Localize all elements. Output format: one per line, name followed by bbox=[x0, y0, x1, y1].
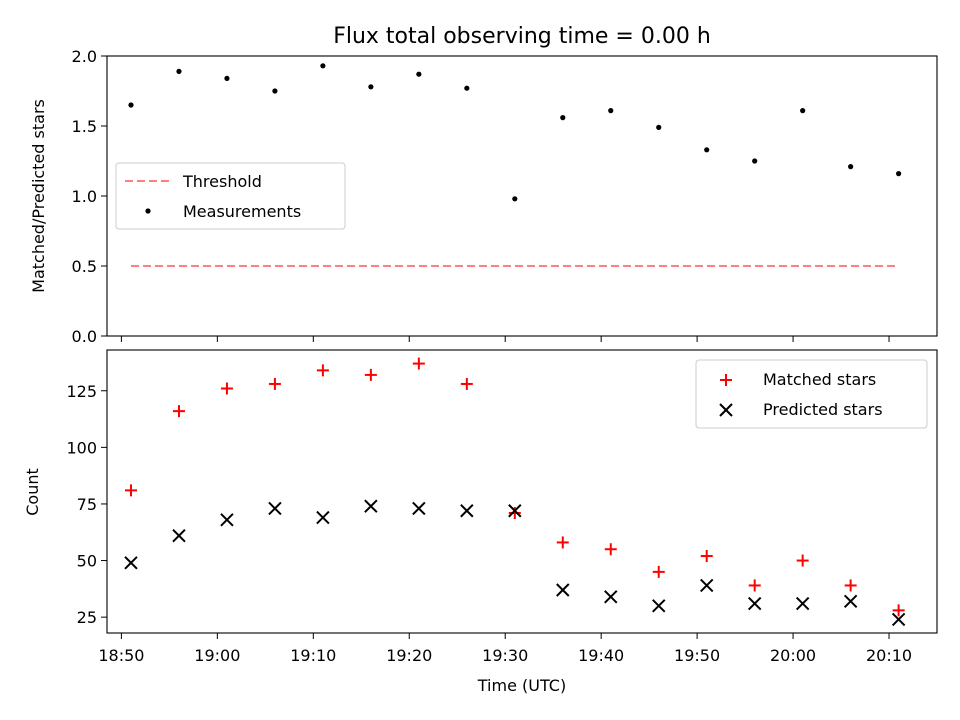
count-legend: Matched stars Predicted stars bbox=[695, 359, 928, 429]
measurement-point bbox=[752, 158, 758, 164]
ratio-panel: Matched/Predicted stars 0.00.51.01.52.0 … bbox=[29, 47, 938, 346]
measurement-points bbox=[128, 63, 902, 202]
count-x-tick-label: 19:40 bbox=[578, 646, 624, 665]
ratio-y-tick-label: 1.5 bbox=[72, 117, 97, 136]
measurement-point bbox=[656, 124, 662, 130]
predicted-star-point bbox=[412, 501, 426, 516]
matched-star-point bbox=[844, 579, 857, 592]
measurement-point bbox=[272, 88, 278, 94]
ratio-y-axis-label: Matched/Predicted stars bbox=[29, 99, 48, 293]
predicted-star-point bbox=[700, 578, 714, 593]
predicted-star-point bbox=[316, 510, 330, 525]
count-y-tick-label: 50 bbox=[77, 552, 97, 571]
measurement-point bbox=[704, 147, 710, 153]
matched-star-point bbox=[508, 507, 521, 520]
predicted-star-point bbox=[220, 513, 234, 527]
matched-star-point bbox=[172, 405, 185, 418]
count-x-tick-label: 19:10 bbox=[290, 646, 336, 665]
predicted-star-point bbox=[460, 504, 474, 518]
count-x-tick-label: 19:20 bbox=[386, 646, 432, 665]
count-x-tick-label: 20:00 bbox=[770, 646, 816, 665]
measurement-point bbox=[464, 85, 470, 91]
predicted-star-point bbox=[508, 504, 522, 518]
ratio-legend: Threshold Measurements bbox=[115, 162, 346, 230]
predicted-star-point bbox=[795, 596, 810, 611]
measurement-point bbox=[128, 102, 134, 108]
ratio-y-tick-label: 2.0 bbox=[72, 47, 97, 66]
measurement-point bbox=[368, 84, 374, 90]
count-y-ticks: 25 50 75 100 125 bbox=[66, 382, 107, 627]
measurement-point bbox=[800, 108, 806, 114]
ratio-x-ticks bbox=[120, 336, 890, 342]
count-panel: Count Time (UTC) 25 50 75 100 125 18:50 19:00… bbox=[23, 349, 938, 695]
legend-predicted-swatch bbox=[719, 403, 733, 417]
matched-star-point bbox=[796, 554, 809, 567]
ratio-y-tick-label: 1.0 bbox=[72, 187, 97, 206]
ratio-y-tick-label: 0.5 bbox=[72, 257, 97, 276]
measurement-point bbox=[560, 115, 566, 121]
matched-star-point bbox=[268, 377, 281, 390]
matched-star-point bbox=[700, 550, 713, 563]
legend-predicted-label: Predicted stars bbox=[763, 400, 883, 419]
measurement-point bbox=[224, 75, 230, 81]
legend-matched-label: Matched stars bbox=[763, 370, 876, 389]
legend-threshold-label: Threshold bbox=[182, 172, 262, 191]
matched-star-point bbox=[892, 604, 905, 617]
count-x-tick-label: 19:00 bbox=[194, 646, 240, 665]
predicted-star-point bbox=[172, 528, 186, 543]
legend-measurements-label: Measurements bbox=[183, 202, 301, 221]
ratio-y-ticks: 0.0 0.5 1.0 1.5 2.0 bbox=[72, 47, 107, 346]
measurement-point bbox=[320, 63, 326, 69]
count-x-tick-label: 19:50 bbox=[674, 646, 720, 665]
matched-star-point bbox=[556, 536, 569, 549]
matched-star-point bbox=[412, 357, 425, 370]
legend-measurements-swatch bbox=[145, 208, 151, 214]
count-y-axis-label: Count bbox=[23, 468, 42, 516]
predicted-star-point bbox=[604, 590, 618, 604]
matched-star-point bbox=[652, 565, 665, 578]
count-x-tick-label: 20:10 bbox=[866, 646, 912, 665]
measurement-point bbox=[896, 171, 902, 177]
count-x-tick-label: 18:50 bbox=[98, 646, 144, 665]
matched-star-point bbox=[460, 377, 473, 390]
count-panel-frame bbox=[106, 349, 938, 634]
measurement-point bbox=[848, 164, 854, 170]
count-x-tick-label: 19:30 bbox=[482, 646, 528, 665]
chart-title: Flux total observing time = 0.00 h bbox=[333, 24, 711, 49]
matched-star-point bbox=[316, 364, 329, 377]
measurement-point bbox=[512, 196, 518, 202]
count-y-tick-label: 25 bbox=[77, 608, 97, 627]
count-x-ticks: 18:50 19:00 19:10 19:20 19:30 19:40 19:50 20:00… bbox=[98, 633, 912, 665]
count-legend-box bbox=[695, 359, 928, 429]
measurement-point bbox=[416, 71, 422, 77]
x-axis-label: Time (UTC) bbox=[477, 676, 566, 695]
predicted-star-point bbox=[124, 556, 138, 570]
predicted-star-point bbox=[891, 612, 906, 627]
measurement-point bbox=[608, 108, 614, 114]
ratio-legend-box bbox=[115, 162, 346, 230]
matched-star-point bbox=[748, 579, 761, 592]
count-y-tick-label: 100 bbox=[66, 438, 97, 457]
predicted-star-point bbox=[843, 594, 858, 609]
matched-star-point bbox=[220, 382, 233, 395]
matched-star-point bbox=[604, 543, 617, 556]
matched-star-point bbox=[364, 368, 377, 381]
legend-matched-swatch bbox=[720, 374, 732, 386]
predicted-star-point bbox=[556, 583, 570, 597]
count-points bbox=[124, 357, 906, 627]
ratio-y-tick-label: 0.0 bbox=[72, 327, 97, 346]
count-y-tick-label: 75 bbox=[77, 495, 97, 514]
predicted-star-point bbox=[652, 599, 666, 613]
predicted-star-point bbox=[364, 499, 378, 513]
count-y-tick-label: 125 bbox=[66, 382, 97, 401]
predicted-star-point bbox=[747, 596, 762, 611]
measurement-point bbox=[176, 68, 182, 74]
matched-star-point bbox=[124, 484, 137, 497]
predicted-star-point bbox=[268, 501, 282, 516]
